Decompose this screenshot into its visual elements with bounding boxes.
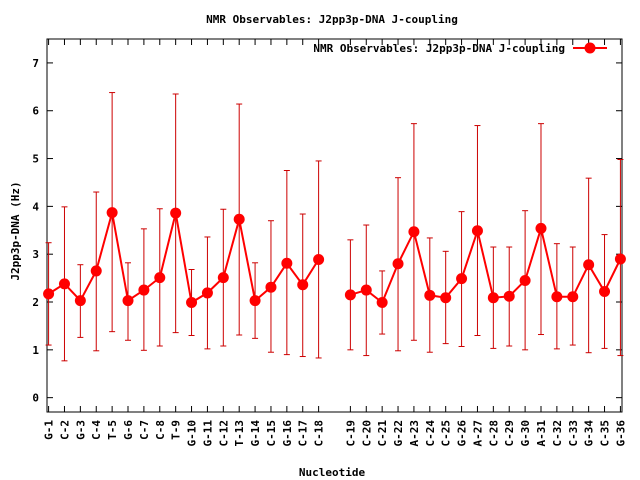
series-group bbox=[43, 92, 626, 362]
data-point bbox=[376, 296, 388, 308]
data-point bbox=[392, 258, 404, 270]
y-tick-label: 3 bbox=[32, 248, 39, 261]
data-point bbox=[344, 289, 356, 301]
data-point bbox=[297, 279, 309, 291]
chart-title: NMR Observables: J2pp3p-DNA J-coupling bbox=[206, 13, 458, 26]
x-tick-label: A-27 bbox=[471, 420, 484, 447]
legend: NMR Observables: J2pp3p-DNA J-coupling bbox=[313, 42, 607, 55]
data-point bbox=[58, 278, 70, 290]
x-axis-label: Nucleotide bbox=[299, 466, 366, 479]
x-tick-label: G-11 bbox=[201, 420, 214, 447]
data-point bbox=[408, 226, 420, 238]
x-tick-label: G-36 bbox=[614, 420, 627, 447]
data-point bbox=[360, 284, 372, 296]
data-point bbox=[170, 207, 182, 219]
data-point bbox=[599, 285, 611, 297]
x-tick-label: T-13 bbox=[233, 420, 246, 447]
data-point bbox=[519, 274, 531, 286]
x-tick-label: G-6 bbox=[122, 420, 135, 440]
x-tick-label: G-34 bbox=[583, 420, 596, 447]
x-tick-label: G-10 bbox=[186, 420, 199, 447]
data-point bbox=[471, 225, 483, 237]
x-tick-label: C-19 bbox=[344, 420, 357, 447]
data-point bbox=[503, 290, 515, 302]
data-point bbox=[265, 281, 277, 293]
data-point bbox=[535, 222, 547, 234]
data-point bbox=[456, 273, 468, 285]
y-tick-label: 1 bbox=[32, 344, 39, 357]
x-tick-label: C-24 bbox=[424, 420, 437, 447]
x-tick-label: T-5 bbox=[106, 420, 119, 440]
x-tick-label: A-23 bbox=[408, 420, 421, 447]
y-tick-label: 7 bbox=[32, 57, 39, 70]
x-tick-label: C-32 bbox=[551, 420, 564, 447]
data-point bbox=[74, 295, 86, 307]
data-point bbox=[281, 257, 293, 269]
x-tick-label: C-25 bbox=[440, 420, 453, 447]
data-point bbox=[122, 295, 134, 307]
data-point bbox=[487, 292, 499, 304]
y-tick-label: 0 bbox=[32, 392, 39, 405]
x-tick-label: C-18 bbox=[313, 420, 326, 447]
data-point bbox=[106, 207, 118, 219]
data-point bbox=[583, 259, 595, 271]
data-point bbox=[154, 272, 166, 284]
x-tick-label: C-2 bbox=[58, 420, 71, 440]
series-line bbox=[350, 224, 622, 305]
x-tick-label: A-31 bbox=[535, 420, 548, 447]
x-tick-label: G-26 bbox=[456, 420, 469, 447]
data-point bbox=[201, 287, 213, 299]
x-tick-label: G-30 bbox=[519, 420, 532, 447]
plot-frame bbox=[46, 38, 623, 413]
x-tick-label: G-14 bbox=[249, 420, 262, 447]
data-point bbox=[313, 253, 325, 265]
x-tick-label: C-28 bbox=[487, 420, 500, 447]
data-point bbox=[440, 292, 452, 304]
x-axis: G-1 C-2 G-3 C-4 T-5 G-6 C-7 C-8 T-9 G-10 G-11 C-12 T… bbox=[43, 39, 627, 447]
data-point bbox=[567, 291, 579, 303]
data-point bbox=[249, 295, 261, 307]
y-axis-label: J2pp3p-DNA (Hz) bbox=[9, 181, 22, 280]
data-point bbox=[551, 291, 563, 303]
data-point bbox=[217, 272, 229, 284]
x-tick-label: C-33 bbox=[567, 420, 580, 447]
x-tick-label: C-29 bbox=[503, 420, 516, 447]
x-tick-label: G-1 bbox=[43, 420, 56, 440]
x-tick-label: C-35 bbox=[599, 420, 612, 447]
x-tick-label: C-15 bbox=[265, 420, 278, 447]
y-tick-label: 5 bbox=[32, 153, 39, 166]
y-tick-label: 6 bbox=[32, 105, 39, 118]
data-point bbox=[424, 289, 436, 301]
data-point bbox=[186, 296, 198, 308]
x-tick-label: G-22 bbox=[392, 420, 405, 447]
x-tick-label: C-17 bbox=[297, 420, 310, 447]
x-tick-label: C-4 bbox=[90, 420, 103, 440]
data-point bbox=[90, 265, 102, 277]
x-tick-label: C-7 bbox=[138, 420, 151, 440]
x-tick-label: C-8 bbox=[154, 420, 167, 440]
legend-label: NMR Observables: J2pp3p-DNA J-coupling bbox=[313, 42, 565, 55]
y-tick-label: 2 bbox=[32, 296, 39, 309]
x-tick-label: C-21 bbox=[376, 420, 389, 447]
x-tick-label: C-20 bbox=[360, 420, 373, 447]
x-tick-label: G-3 bbox=[74, 420, 87, 440]
data-point bbox=[43, 288, 55, 300]
y-tick-label: 4 bbox=[32, 200, 39, 213]
x-tick-label: C-12 bbox=[217, 420, 230, 447]
data-point bbox=[138, 284, 150, 296]
data-point bbox=[233, 213, 245, 225]
data-point bbox=[614, 253, 626, 265]
x-tick-label: T-9 bbox=[170, 420, 183, 440]
legend-marker-sample bbox=[584, 42, 596, 54]
plot-border bbox=[46, 38, 623, 413]
x-tick-label: G-16 bbox=[281, 420, 294, 447]
